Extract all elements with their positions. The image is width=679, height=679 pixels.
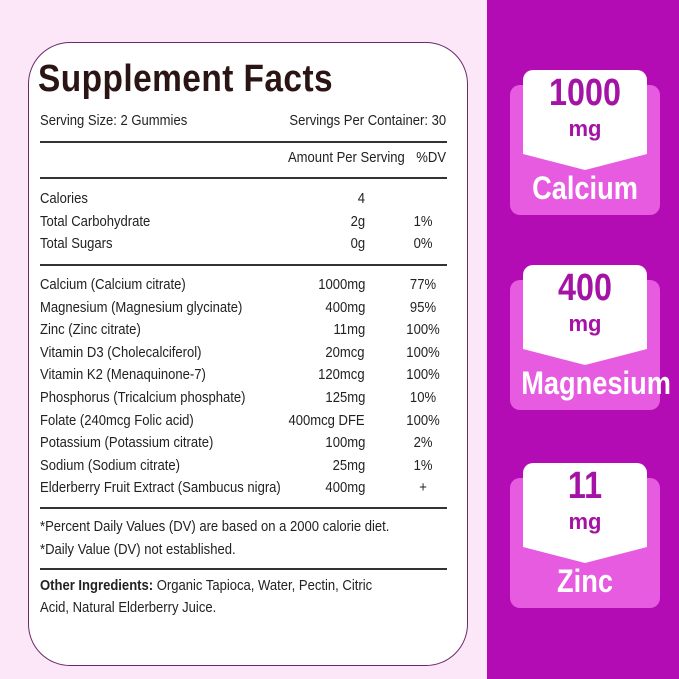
supplement-facts-card	[28, 42, 468, 666]
badge-name: Calcium	[532, 170, 638, 206]
nutrient-amount: 20mcg	[325, 344, 365, 361]
other-ingredients: Other Ingredients: Organic Tapioca, Wate…	[40, 578, 372, 594]
nutrient-badge: 1000 mg Calcium	[510, 70, 660, 215]
nutrient-name: Sodium (Sodium citrate)	[40, 457, 180, 474]
nutrient-name: Vitamin D3 (Cholecalciferol)	[40, 344, 202, 361]
nutrient-amount: 400mg	[325, 480, 365, 497]
nutrient-name: Total Carbohydrate	[40, 213, 151, 230]
nutrient-amount: 1000mg	[317, 277, 365, 293]
badge-tag: 11 mg	[523, 463, 647, 563]
nutrient-dv: 100%	[406, 344, 440, 361]
nutrient-name: Vitamin K2 (Menaquinone-7)	[40, 367, 206, 384]
footnote-dv: *Percent Daily Values (DV) are based on …	[40, 519, 390, 535]
divider	[40, 507, 447, 509]
nutrient-amount: 4	[357, 191, 365, 207]
nutrient-dv: 2%	[413, 435, 433, 452]
footnote-not-established: *Daily Value (DV) not established.	[40, 542, 236, 558]
nutrient-amount: 0g	[350, 236, 365, 253]
nutrient-name: Elderberry Fruit Extract (Sambucus nigra…	[40, 480, 281, 497]
badge-value: 11	[567, 465, 603, 507]
other-ingredients-text: Organic Tapioca, Water, Pectin, Citric	[153, 578, 373, 594]
divider	[40, 141, 447, 143]
facts-title: Supplement Facts	[38, 58, 334, 100]
badge-value: 400	[558, 267, 612, 309]
nutrient-amount: 25mg	[332, 457, 365, 474]
serving-size: Serving Size: 2 Gummies	[40, 113, 188, 129]
nutrient-name: Magnesium (Magnesium glycinate)	[40, 299, 243, 316]
nutrient-amount: 100mg	[325, 435, 365, 452]
dv-header: %DV	[416, 150, 446, 166]
badge-name: Zinc	[557, 563, 613, 599]
nutrient-dv: 100%	[406, 322, 440, 339]
nutrient-name: Folate (240mcg Folic acid)	[40, 412, 194, 429]
nutrient-name: Calories	[40, 191, 88, 207]
other-ingredients-label: Other Ingredients:	[40, 578, 154, 594]
badge-unit: mg	[568, 116, 602, 141]
nutrient-dv: 1%	[413, 457, 433, 474]
nutrient-dv: 10%	[409, 390, 437, 406]
nutrient-name: Zinc (Zinc citrate)	[40, 322, 141, 339]
nutrient-amount: 2g	[350, 213, 365, 230]
nutrient-dv: +	[419, 480, 427, 497]
nutrient-dv: 100%	[406, 412, 440, 429]
other-ingredients-line2: Acid, Natural Elderberry Juice.	[40, 600, 217, 616]
nutrient-amount: 11mg	[333, 322, 365, 339]
nutrient-amount: 400mcg DFE	[288, 412, 365, 429]
nutrient-dv: 100%	[406, 367, 440, 384]
divider	[40, 568, 447, 570]
nutrient-amount: 120mcg	[318, 367, 365, 384]
nutrient-dv: 77%	[409, 277, 437, 293]
nutrient-badge: 400 mg Magnesium	[510, 265, 671, 410]
badge-tag: 1000 mg	[523, 70, 647, 170]
divider	[40, 264, 447, 266]
badge-tag: 400 mg	[523, 265, 647, 365]
nutrient-dv: 1%	[413, 213, 433, 230]
badge-value: 1000	[549, 72, 621, 114]
nutrient-dv: 95%	[409, 299, 437, 316]
nutrient-amount: 400mg	[325, 299, 365, 316]
nutrient-name: Calcium (Calcium citrate)	[40, 277, 186, 293]
divider	[40, 177, 447, 179]
nutrient-name: Potassium (Potassium citrate)	[40, 435, 214, 452]
badge-unit: mg	[568, 509, 602, 534]
nutrient-badge: 11 mg Zinc	[510, 463, 660, 608]
amount-header: Amount Per Serving	[288, 150, 405, 166]
nutrient-name: Total Sugars	[40, 236, 113, 253]
nutrient-name: Phosphorus (Tricalcium phosphate)	[40, 390, 246, 406]
servings-per-container: Servings Per Container: 30	[289, 113, 446, 129]
nutrient-amount: 125mg	[325, 390, 365, 406]
badge-unit: mg	[568, 311, 602, 336]
badge-name: Magnesium	[521, 365, 671, 401]
nutrient-dv: 0%	[413, 236, 433, 253]
